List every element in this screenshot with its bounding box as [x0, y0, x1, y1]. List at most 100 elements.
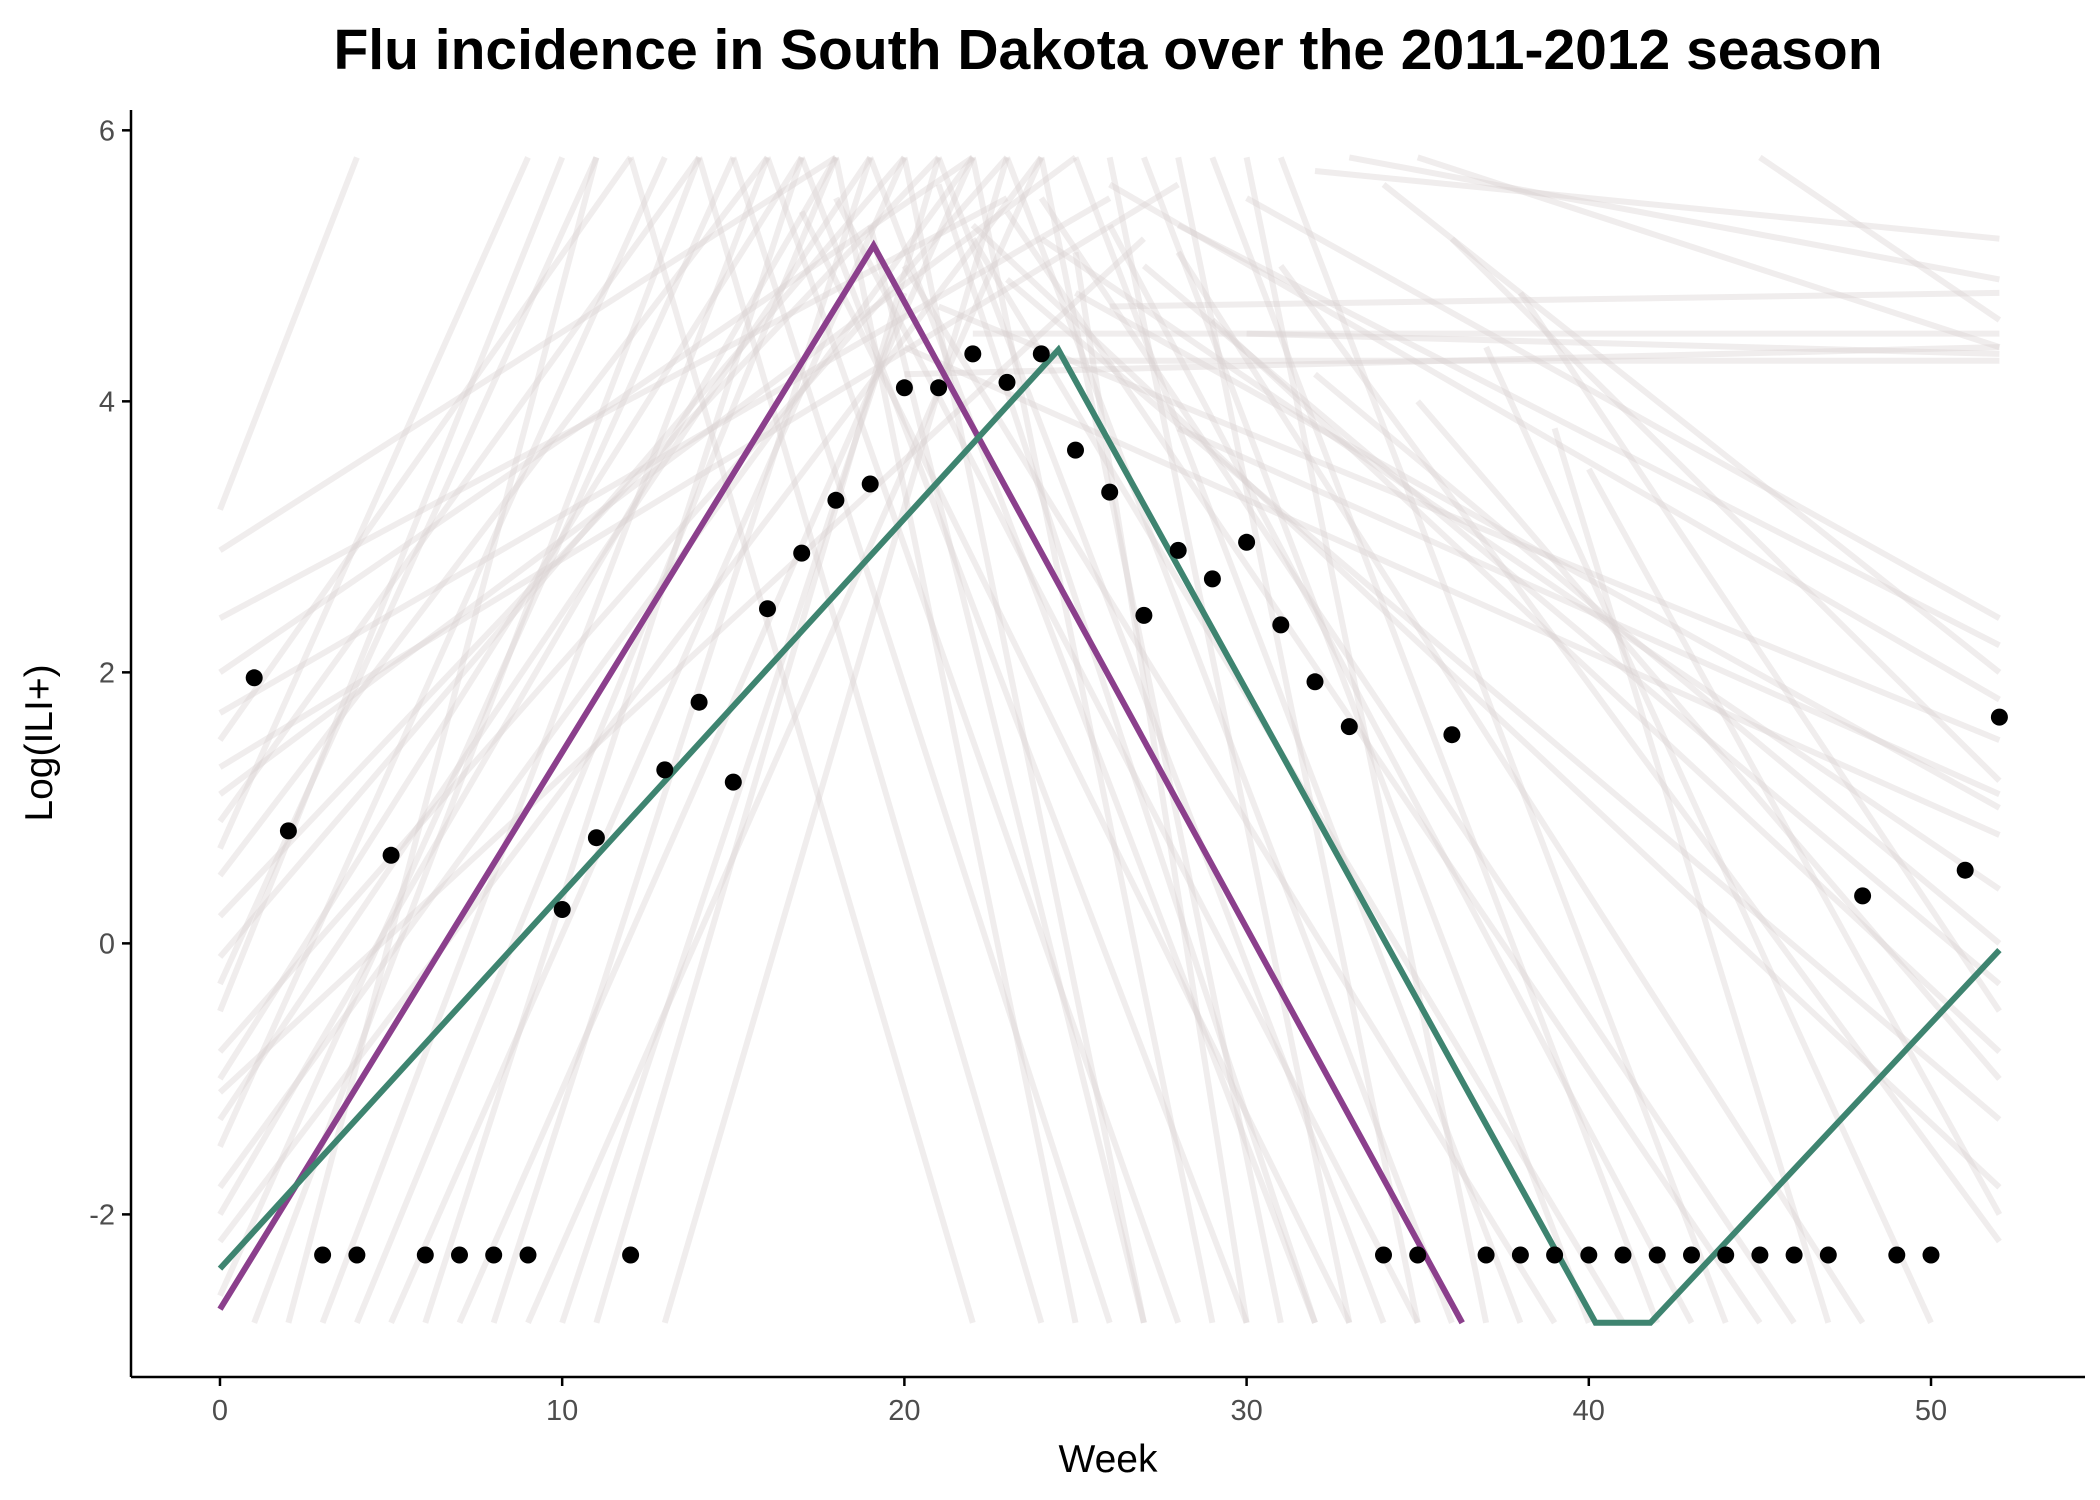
ensemble-line — [1141, 263, 2002, 987]
ensemble-line — [1176, 425, 2001, 798]
ensemble-line — [1004, 209, 1763, 1325]
ensemble-lines — [217, 154, 2003, 1325]
forecast-series — [217, 239, 2002, 1326]
data-point — [1032, 345, 1050, 363]
ensemble-line — [1551, 427, 1832, 1324]
ensemble-line — [1245, 195, 2001, 621]
ensemble-line — [217, 155, 976, 1190]
ensemble-line — [904, 344, 2000, 378]
data-point — [1375, 1246, 1392, 1264]
ensemble-line — [935, 156, 1387, 1324]
data-point — [348, 1246, 366, 1264]
ensemble-line — [1175, 156, 1421, 1324]
ensemble-line — [217, 155, 770, 878]
ensemble-line — [901, 264, 1558, 1325]
ensemble-line — [867, 156, 1318, 1324]
ensemble-line — [217, 155, 634, 742]
ensemble-line — [217, 236, 1146, 1095]
data-point — [656, 761, 674, 779]
ensemble-line — [217, 155, 1044, 1244]
data-point — [1067, 441, 1084, 459]
data-point — [1819, 1246, 1837, 1264]
data-point — [1888, 1246, 1906, 1264]
data-point — [553, 901, 571, 918]
ensemble-line — [799, 210, 1352, 1325]
ensemble-line — [217, 156, 737, 1297]
x-tick-label: 0 — [212, 1395, 228, 1427]
y-tick-label: 0 — [99, 928, 115, 960]
ensemble-line — [217, 155, 702, 824]
ensemble-line — [867, 224, 1147, 1324]
ensemble-line — [798, 156, 1250, 1324]
ensemble-line — [217, 156, 668, 1148]
data-point — [1135, 606, 1153, 624]
y-tick-label: 4 — [99, 386, 115, 418]
ensemble-line — [1415, 399, 2002, 1081]
ensemble-line — [1313, 371, 2002, 946]
chart-title: Flu incidence in South Dakota over the 2… — [333, 18, 1882, 82]
ensemble-line — [1106, 156, 1353, 1324]
data-point — [1409, 1246, 1427, 1264]
ensemble-line — [764, 156, 1182, 1324]
ensemble-line — [1449, 236, 2002, 783]
ensemble-line — [1246, 330, 2000, 357]
ensemble-line — [1005, 277, 2002, 1122]
ensemble-line — [218, 195, 1009, 621]
data-point — [1854, 887, 1872, 905]
ensemble-line — [1314, 168, 2000, 242]
ensemble-line — [218, 181, 1180, 770]
data-point — [1956, 861, 1974, 879]
ensemble-line — [217, 155, 941, 919]
ensemble-line — [903, 344, 2001, 838]
series-line-green — [217, 344, 2002, 1326]
ensemble-line — [422, 156, 805, 1324]
data-point — [1683, 1246, 1700, 1264]
data-point — [1238, 533, 1256, 551]
ensemble-line — [696, 156, 1045, 1324]
ensemble-line — [218, 154, 838, 553]
ensemble-line — [1176, 222, 2001, 648]
data-point — [1272, 616, 1290, 634]
ensemble-line — [1072, 156, 1524, 1324]
ensemble-line — [627, 156, 976, 1324]
ensemble-line — [354, 156, 839, 1324]
ensemble-line — [217, 156, 360, 511]
ensemble-line — [1243, 156, 1490, 1324]
ensemble-line — [1074, 290, 2001, 811]
data-point — [1101, 483, 1119, 501]
ensemble-line — [832, 156, 1079, 1324]
ensemble-line — [970, 223, 2002, 1190]
ensemble-line — [217, 155, 805, 1081]
ensemble-line — [1109, 289, 2000, 310]
x-axis-ticks: 0 10 20 30 40 50 — [212, 1377, 1947, 1427]
data-point — [793, 544, 811, 562]
data-point — [1751, 1246, 1769, 1264]
ensemble-line — [661, 156, 1010, 1324]
ensemble-line — [1107, 223, 1695, 1325]
ensemble-line — [217, 155, 839, 1216]
data-point — [690, 693, 708, 711]
data-point — [724, 773, 742, 791]
data-point — [622, 1246, 640, 1264]
ensemble-line — [388, 156, 908, 1325]
ensemble-line — [1141, 156, 1592, 1324]
data-point — [1546, 1246, 1564, 1264]
x-tick-label: 50 — [1915, 1395, 1947, 1427]
ensemble-line — [1483, 345, 1934, 1325]
data-point — [964, 345, 982, 363]
data-point — [1648, 1246, 1666, 1264]
ensemble-line — [319, 156, 771, 1324]
ensemble-line — [217, 155, 873, 1122]
data-point — [1614, 1246, 1632, 1264]
ensemble-line — [218, 195, 1112, 716]
ensemble-line — [1586, 467, 2003, 1216]
ensemble-line — [1108, 181, 2001, 703]
ensemble-line — [1348, 154, 2000, 283]
x-tick-label: 10 — [546, 1395, 578, 1427]
data-point — [587, 829, 605, 847]
ensemble-line — [217, 155, 907, 959]
ensemble-line — [1038, 156, 1284, 1324]
data-point — [314, 1246, 332, 1264]
y-tick-label: 2 — [99, 657, 115, 689]
